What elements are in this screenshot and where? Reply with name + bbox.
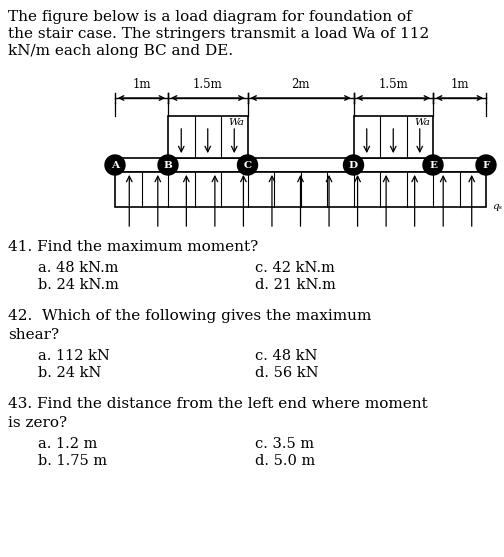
Text: C: C [243,160,251,169]
Text: 2m: 2m [291,78,310,91]
Circle shape [105,155,125,175]
Text: 1m: 1m [132,78,151,91]
Bar [168,116,247,158]
Text: a. 1.2 m: a. 1.2 m [38,437,97,451]
Text: a. 48 kN.m: a. 48 kN.m [38,261,118,275]
Text: d. 21 kN.m: d. 21 kN.m [255,278,336,292]
Text: D: D [349,160,358,169]
Text: shear?: shear? [8,328,59,342]
Text: 1.5m: 1.5m [379,78,408,91]
Text: 1.5m: 1.5m [193,78,223,91]
Bar [115,172,486,207]
Text: b. 1.75 m: b. 1.75 m [38,454,107,468]
Text: 43. Find the distance from the left end where moment: 43. Find the distance from the left end … [8,397,428,411]
Circle shape [423,155,443,175]
Text: kN/m each along BC and DE.: kN/m each along BC and DE. [8,44,233,58]
Text: c. 48 kN: c. 48 kN [255,349,318,363]
Circle shape [476,155,496,175]
Text: Wa: Wa [229,118,244,127]
Text: Wa: Wa [414,118,430,127]
Bar [115,158,486,172]
Text: 1m: 1m [450,78,469,91]
Text: the stair case. The stringers transmit a load Wa of 112: the stair case. The stringers transmit a… [8,27,429,41]
Bar [353,116,433,158]
Text: a. 112 kN: a. 112 kN [38,349,110,363]
Text: B: B [164,160,172,169]
Text: qₛ: qₛ [492,202,502,211]
Text: b. 24 kN.m: b. 24 kN.m [38,278,119,292]
Text: b. 24 kN: b. 24 kN [38,366,101,380]
Text: c. 3.5 m: c. 3.5 m [255,437,314,451]
Text: d. 5.0 m: d. 5.0 m [255,454,315,468]
Text: d. 56 kN: d. 56 kN [255,366,319,380]
Circle shape [344,155,363,175]
Text: is zero?: is zero? [8,416,67,430]
Text: E: E [429,160,437,169]
Text: F: F [482,160,490,169]
Circle shape [158,155,178,175]
Text: The figure below is a load diagram for foundation of: The figure below is a load diagram for f… [8,10,412,24]
Text: A: A [111,160,119,169]
Circle shape [237,155,258,175]
Text: c. 42 kN.m: c. 42 kN.m [255,261,335,275]
Text: 42.  Which of the following gives the maximum: 42. Which of the following gives the max… [8,309,371,323]
Text: 41. Find the maximum moment?: 41. Find the maximum moment? [8,240,258,254]
